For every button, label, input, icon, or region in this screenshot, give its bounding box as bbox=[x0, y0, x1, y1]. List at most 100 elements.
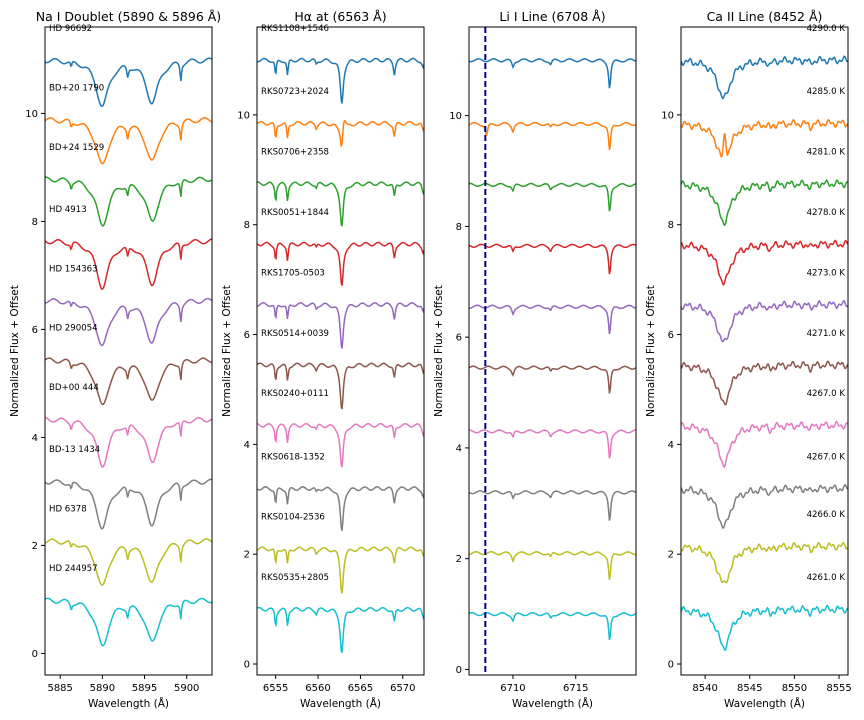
x-tick-label: 5890 bbox=[90, 683, 115, 694]
series-label: HD 154363 bbox=[49, 264, 98, 274]
series-label: HD 96692 bbox=[49, 24, 92, 34]
y-tick-label: 4 bbox=[668, 440, 674, 451]
subplot-title: Hα at (6563 Å) bbox=[294, 9, 386, 24]
series-line bbox=[257, 241, 424, 286]
x-tick-label: 5885 bbox=[47, 683, 72, 694]
x-tick-label: 8550 bbox=[782, 683, 807, 694]
y-tick-label: 10 bbox=[449, 111, 462, 122]
series-label: 4285.0 K bbox=[807, 87, 846, 97]
series-line bbox=[257, 302, 424, 349]
series-label: RKS0535+2805 bbox=[261, 573, 329, 583]
y-tick-label: 4 bbox=[456, 443, 462, 454]
series-line bbox=[257, 362, 424, 410]
series-label: BD+00 444 bbox=[49, 383, 99, 393]
series-line bbox=[681, 239, 848, 286]
y-tick-label: 4 bbox=[244, 440, 250, 451]
y-tick-label: 6 bbox=[244, 330, 250, 341]
series-label: RKS1108+1546 bbox=[261, 24, 329, 34]
y-axis-label: Normalized Flux + Offset bbox=[645, 285, 657, 417]
series-label: RKS1705-0503 bbox=[261, 268, 325, 278]
series-label: 4290.0 K bbox=[807, 24, 846, 34]
y-tick-label: 2 bbox=[456, 554, 462, 565]
series-label: RKS0706+2358 bbox=[261, 148, 329, 158]
y-tick-label: 10 bbox=[661, 110, 674, 121]
y-tick-label: 0 bbox=[32, 649, 38, 660]
subplot-title: Na I Doublet (5890 & 5896 Å) bbox=[36, 9, 221, 24]
series-label: 4267.0 K bbox=[807, 452, 846, 462]
y-tick-label: 2 bbox=[244, 550, 250, 561]
series-label: 4267.0 K bbox=[807, 389, 846, 399]
series-label: BD-13 1434 bbox=[49, 445, 100, 455]
y-tick-label: 4 bbox=[32, 433, 38, 444]
plot-frame bbox=[680, 26, 849, 676]
series-line bbox=[257, 606, 424, 653]
subplot-2: RKS1108+1546 RKS0723+2024 RKS0706+2358 RKS0… bbox=[221, 9, 425, 710]
y-tick-label: 6 bbox=[32, 325, 38, 336]
series-label: 4266.0 K bbox=[807, 510, 846, 520]
series-line bbox=[469, 182, 636, 212]
series-line bbox=[469, 429, 636, 459]
series-line bbox=[45, 57, 212, 108]
series-line bbox=[469, 611, 636, 640]
plot-frame bbox=[44, 26, 213, 676]
series-line bbox=[45, 416, 212, 469]
x-tick-label: 8555 bbox=[826, 683, 851, 694]
series-line bbox=[681, 420, 848, 469]
series-label: 4281.0 K bbox=[807, 148, 846, 158]
x-tick-label: 5895 bbox=[132, 683, 157, 694]
series-line bbox=[257, 120, 424, 149]
x-axis-label: Wavelength (Å) bbox=[300, 697, 381, 710]
subplot-1: HD 96692 BD+20 1790 BD+24 1529 HD 4913 HD 15… bbox=[9, 9, 221, 710]
x-tick-label: 6565 bbox=[348, 683, 373, 694]
x-tick-label: 6560 bbox=[305, 683, 330, 694]
y-tick-label: 2 bbox=[668, 550, 674, 561]
series-line bbox=[469, 121, 636, 150]
series-label: BD+20 1790 bbox=[49, 83, 104, 93]
series-line bbox=[257, 181, 424, 227]
series-label: HD 6378 bbox=[49, 505, 87, 515]
series-line bbox=[681, 483, 848, 529]
x-axis-label: Wavelength (Å) bbox=[512, 697, 593, 710]
y-tick-label: 6 bbox=[668, 330, 674, 341]
y-tick-label: 8 bbox=[456, 222, 462, 233]
y-axis-label: Normalized Flux + Offset bbox=[433, 285, 445, 417]
series-line bbox=[469, 551, 636, 580]
x-axis-label: Wavelength (Å) bbox=[88, 697, 169, 710]
x-tick-label: 6710 bbox=[500, 683, 525, 694]
series-line bbox=[45, 538, 212, 586]
y-axis-label: Normalized Flux + Offset bbox=[221, 285, 233, 417]
y-tick-label: 8 bbox=[668, 220, 674, 231]
y-tick-label: 8 bbox=[244, 220, 250, 231]
series-label: RKS0723+2024 bbox=[261, 87, 329, 97]
series-label: RKS0618-1352 bbox=[261, 452, 325, 462]
x-tick-label: 6715 bbox=[563, 683, 588, 694]
series-line bbox=[257, 57, 424, 104]
series-label: HD 244957 bbox=[49, 564, 98, 574]
series-line bbox=[469, 58, 636, 89]
subplot-4: 4290.0 K 4285.0 K 4281.0 K 4278.0 K 4273.0 K… bbox=[645, 9, 852, 710]
series-label: 4273.0 K bbox=[807, 268, 846, 278]
series-label: BD+24 1529 bbox=[49, 143, 104, 153]
series-label: RKS0240+0111 bbox=[261, 389, 329, 399]
series-label: 4278.0 K bbox=[807, 208, 846, 218]
series-line bbox=[681, 360, 848, 406]
x-tick-label: 8545 bbox=[737, 683, 762, 694]
series-line bbox=[469, 243, 636, 275]
series-line bbox=[681, 55, 848, 100]
series-line bbox=[681, 299, 848, 343]
x-tick-label: 6555 bbox=[263, 683, 288, 694]
series-line bbox=[469, 365, 636, 394]
y-tick-label: 0 bbox=[668, 660, 674, 671]
series-line bbox=[45, 597, 212, 647]
subplot-title: Ca II Line (8452 Å) bbox=[707, 9, 823, 24]
y-tick-label: 2 bbox=[32, 541, 38, 552]
series-line bbox=[469, 490, 636, 521]
series-line bbox=[45, 297, 212, 347]
series-line bbox=[681, 118, 848, 158]
plot-frame bbox=[256, 26, 425, 676]
series-line bbox=[257, 546, 424, 594]
series-line bbox=[681, 179, 848, 226]
x-tick-label: 6570 bbox=[390, 683, 415, 694]
series-label: RKS0514+0039 bbox=[261, 329, 329, 339]
y-tick-label: 10 bbox=[25, 109, 38, 120]
